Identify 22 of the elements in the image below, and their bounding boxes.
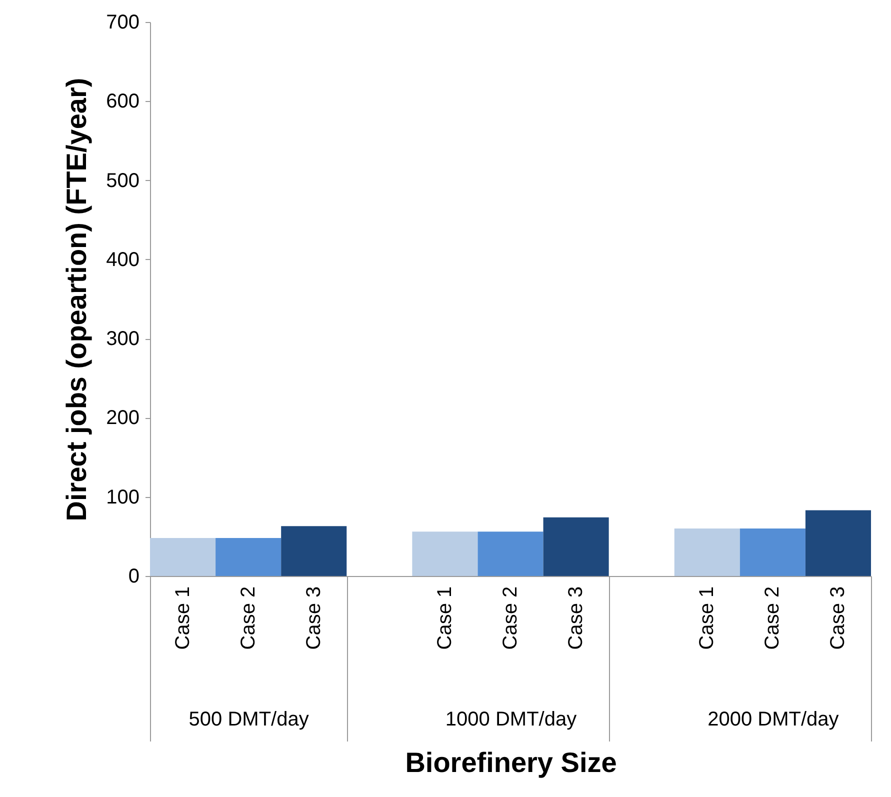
- text: Case 2: [762, 586, 784, 650]
- text: Case 3: [302, 586, 325, 650]
- text: Case 3: [827, 586, 850, 650]
- y-tick-label: 200: [106, 407, 140, 430]
- y-tick-label: 0: [128, 566, 140, 588]
- text: Case 1: [434, 586, 456, 650]
- y-tick-label: 500: [106, 170, 140, 192]
- y-tick-label: 400: [106, 248, 140, 271]
- text: Case 2: [237, 586, 260, 650]
- y-tick-label: 700: [106, 12, 140, 34]
- x-axis-title: Biorefinery Size: [405, 747, 617, 778]
- text: Case 3: [565, 586, 588, 650]
- text: Case 1: [696, 586, 718, 650]
- y-axis-title: Direct jobs (opeartion) (FTE/year): [61, 78, 92, 522]
- y-tick-label: 100: [106, 486, 140, 508]
- y-tick-label: 300: [106, 328, 140, 350]
- text: Case 1: [172, 586, 194, 650]
- x-tick-label: 1000 DMT/day: [445, 708, 577, 730]
- y-tick-label: 600: [106, 90, 140, 113]
- x-tick-label: 2000 DMT/day: [708, 708, 839, 730]
- text: Case 2: [500, 586, 522, 650]
- x-tick-label: 500 DMT/day: [188, 708, 309, 730]
